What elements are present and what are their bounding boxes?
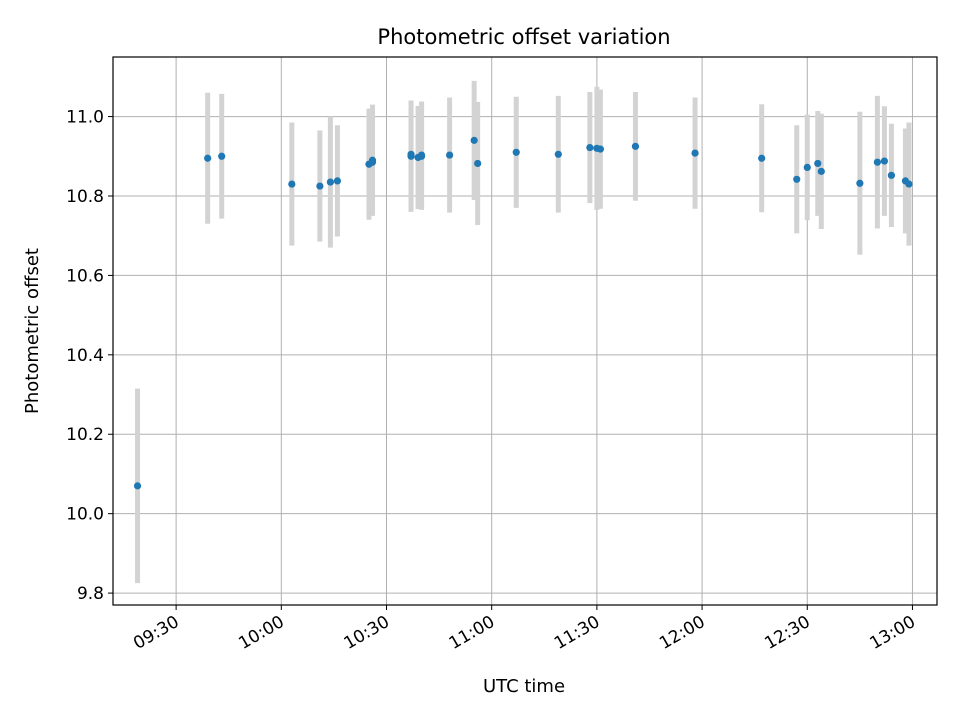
plot-frame [112,56,938,606]
data-point [407,150,415,158]
data-point [512,148,520,156]
data-point [880,157,889,165]
y-tick-label: 11.0 [66,108,104,128]
x-axis-label: UTC time [483,676,565,697]
data-point [905,180,913,188]
data-point [446,151,454,159]
data-point [333,177,342,185]
data-point [817,167,825,175]
data-point [873,158,881,166]
data-point [554,150,562,158]
data-point [814,159,822,168]
data-point [586,143,594,152]
data-point [204,154,212,162]
data-point [596,145,604,153]
grid [113,57,937,605]
data-point [133,482,142,490]
data-point [368,158,377,166]
y-axis: 9.8 10.0 10.2 10.4 10.6 10.8 11.0 [66,108,113,604]
data-point [470,136,478,144]
data-point [758,154,766,162]
data-point [316,182,324,190]
data-point [631,142,640,150]
data-point [887,171,896,179]
chart-title: Photometric offset variation [377,25,670,49]
y-tick-label: 10.6 [66,266,104,286]
data-point [218,152,226,160]
data-point [856,179,864,187]
data-point [803,163,811,171]
data-point [691,149,699,157]
y-tick-label: 10.2 [66,425,104,445]
data-point [326,178,334,186]
y-axis-label: Photometric offset [22,248,43,414]
y-tick-label: 10.8 [66,187,104,207]
data-point [793,175,801,183]
y-tick-label: 10.0 [66,505,104,525]
data-point [288,180,296,188]
data-point [474,159,482,168]
y-tick-label: 9.8 [77,584,104,604]
data-point [417,151,426,159]
data-points [133,136,913,490]
y-tick-label: 10.4 [66,346,104,366]
